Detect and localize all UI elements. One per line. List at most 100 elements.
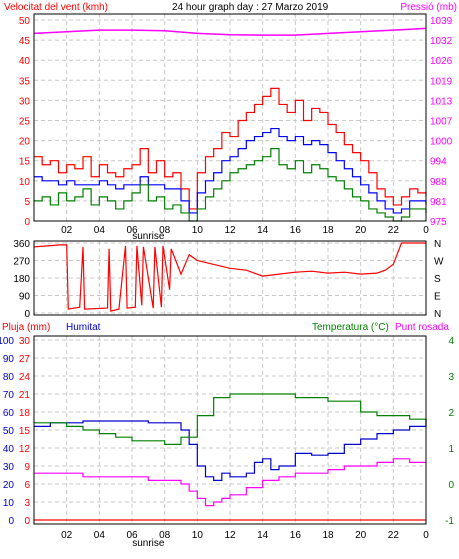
- humidity-tick: 100: [0, 336, 14, 347]
- temperature-panel-frame: [33, 335, 427, 525]
- rain-tick: 27: [19, 354, 31, 365]
- pressure-tick: 1007: [430, 117, 453, 128]
- humidity-tick: 60: [3, 408, 15, 419]
- x-tick-label: 22: [388, 530, 400, 541]
- temperature-tick: 4: [448, 336, 454, 347]
- humidity-tick: 0: [8, 516, 14, 527]
- compass-tick: E: [434, 292, 441, 303]
- humidity-tick: 10: [3, 498, 15, 509]
- direction-tick: 180: [13, 274, 30, 285]
- humidity-tick: 80: [3, 372, 15, 383]
- temperature-tick: 2: [448, 408, 454, 419]
- pressure-tick: 1026: [430, 56, 453, 67]
- rain-axis-label: Pluja (mm): [2, 322, 50, 333]
- wind-speed-tick: 35: [19, 76, 31, 87]
- rain-tick: 21: [19, 390, 31, 401]
- x-tick-label: 02: [61, 530, 73, 541]
- chart-title: 24 hour graph day : 27 Marzo 2019: [172, 2, 329, 13]
- compass-tick: N: [434, 309, 441, 320]
- temperature-tick: -1: [445, 516, 454, 527]
- x-tick-label: 12: [224, 530, 236, 541]
- x-tick-label: 10: [192, 225, 204, 236]
- rain-tick: 9: [24, 462, 30, 473]
- rain-tick: 6: [24, 480, 30, 491]
- x-tick-label: 12: [224, 225, 236, 236]
- wind-panel-frame: [33, 13, 427, 222]
- humidity-tick: 90: [3, 354, 15, 365]
- x-tick-label: 06: [126, 530, 138, 541]
- pressure-tick: 1013: [430, 96, 453, 107]
- humidity-tick: 70: [3, 390, 15, 401]
- direction-panel-frame: [33, 240, 427, 316]
- x-tick-label: 16: [290, 530, 302, 541]
- sunrise-label: sunrise: [132, 231, 165, 242]
- x-tick-label: 0: [423, 530, 429, 541]
- rain-tick: 3: [24, 498, 30, 509]
- x-tick-label: 18: [322, 225, 334, 236]
- series-punt-rosada: [34, 458, 426, 507]
- compass-tick: N: [434, 239, 441, 250]
- wind-speed-tick: 5: [24, 197, 30, 208]
- pressure-tick: 981: [430, 197, 447, 208]
- x-tick-label: 04: [94, 225, 106, 236]
- series-pressi-: [33, 27, 427, 36]
- temperature-tick: 3: [448, 372, 454, 383]
- temperature-tick: 1: [448, 444, 454, 455]
- temperature-tick: 0: [448, 480, 454, 491]
- rain-tick: 24: [19, 372, 31, 383]
- x-tick-label: 16: [290, 225, 302, 236]
- wind-speed-tick: 15: [19, 157, 31, 168]
- x-tick-label: 14: [257, 225, 269, 236]
- x-tick-label: 18: [322, 530, 334, 541]
- series-temperatura: [34, 393, 427, 445]
- humidity-tick: 20: [3, 480, 15, 491]
- wind-speed-tick: 25: [19, 117, 31, 128]
- direction-tick: 360: [13, 239, 30, 250]
- pressure-tick: 1019: [430, 76, 453, 87]
- x-tick-label: 08: [159, 225, 171, 236]
- direction-tick: 270: [13, 257, 30, 268]
- x-tick-label: 20: [355, 530, 367, 541]
- pressure-tick: 975: [430, 217, 447, 228]
- humidity-axis-label: Humitat: [66, 322, 101, 333]
- series-r-fega: [34, 148, 427, 222]
- wind-speed-tick: 40: [19, 56, 31, 67]
- x-tick-label: 10: [192, 530, 204, 541]
- wind-speed-tick: 10: [19, 177, 31, 188]
- series-wind-direction: [33, 242, 426, 312]
- x-tick-label: 04: [94, 530, 106, 541]
- wind-speed-tick: 0: [24, 217, 30, 228]
- humidity-tick: 30: [3, 462, 15, 473]
- direction-tick: 90: [19, 292, 31, 303]
- wind-speed-tick: 45: [19, 36, 31, 47]
- x-tick-label: 20: [355, 225, 367, 236]
- wind-axis-label: Velocitat del vent (kmh): [4, 2, 108, 13]
- wind-speed-tick: 30: [19, 96, 31, 107]
- compass-tick: W: [434, 257, 444, 268]
- x-tick-label: 08: [159, 530, 171, 541]
- pressure-tick: 1039: [430, 16, 453, 27]
- pressure-tick: 988: [430, 177, 447, 188]
- pressure-tick: 1032: [430, 36, 453, 47]
- x-tick-label: 02: [61, 225, 73, 236]
- temperature-axis-label: Temperatura (°C): [312, 322, 389, 333]
- direction-tick: 0: [24, 309, 30, 320]
- x-tick-label: 06: [126, 225, 138, 236]
- rain-tick: 30: [19, 336, 31, 347]
- wind-speed-tick: 20: [19, 137, 31, 148]
- humidity-tick: 40: [3, 444, 15, 455]
- pressure-tick: 1000: [430, 137, 453, 148]
- series-velocitat-mitjana: [34, 127, 427, 214]
- humidity-tick: 50: [3, 426, 15, 437]
- series-velocitat-del-vent: [34, 87, 427, 210]
- compass-tick: S: [434, 274, 441, 285]
- rain-tick: 0: [24, 516, 30, 527]
- rain-tick: 18: [19, 408, 31, 419]
- wind-speed-tick: 50: [19, 16, 31, 27]
- pressure-axis-label: Pressió (mb): [400, 2, 457, 13]
- x-tick-label: 22: [388, 225, 400, 236]
- pressure-tick: 994: [430, 157, 447, 168]
- series-humitat: [34, 419, 427, 481]
